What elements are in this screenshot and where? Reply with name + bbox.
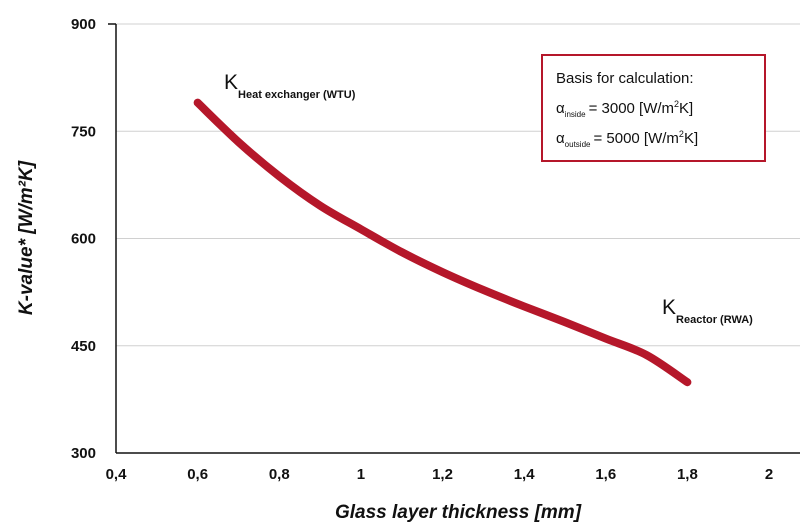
k-value-curve — [193, 98, 692, 387]
note-border — [541, 54, 766, 162]
note-alpha-inside: αinside = 3000 [W/m2K] — [556, 99, 693, 119]
x-tick-label: 1,4 — [514, 466, 536, 483]
x-tick-label: 0,6 — [187, 466, 208, 483]
y-tick-label: 450 — [71, 338, 96, 355]
y-tick-label: 300 — [71, 445, 96, 462]
y-axis-title: K-value* [W/m²K] — [16, 160, 37, 315]
y-tick-label: 900 — [71, 16, 96, 33]
x-tick-label: 1,6 — [595, 466, 616, 483]
x-tick-label: 2 — [765, 466, 773, 483]
calculation-basis-box: Basis for calculation: αinside = 3000 [W/… — [541, 54, 766, 162]
x-tick-label: 1 — [357, 466, 365, 483]
x-tick-label: 1,8 — [677, 466, 698, 483]
reactor-label: KReactor (RWA) — [662, 296, 753, 326]
y-tick-labels: 300 450 600 750 900 — [71, 16, 96, 462]
x-tick-labels: 0,4 0,6 0,8 1 1,2 1,4 1,6 1,8 2 — [106, 466, 774, 483]
y-tick-label: 750 — [71, 123, 96, 140]
x-tick-label: 0,8 — [269, 466, 290, 483]
y-tick-label: 600 — [71, 231, 96, 248]
x-tick-label: 1,2 — [432, 466, 453, 483]
x-tick-label: 0,4 — [106, 466, 128, 483]
note-title: Basis for calculation: — [556, 70, 694, 87]
axes — [108, 23, 800, 454]
x-axis-title: Glass layer thickness [mm] — [335, 502, 582, 523]
heat-exchanger-label: KHeat exchanger (WTU) — [224, 71, 356, 101]
note-alpha-outside: αoutside = 5000 [W/m2K] — [556, 129, 698, 149]
